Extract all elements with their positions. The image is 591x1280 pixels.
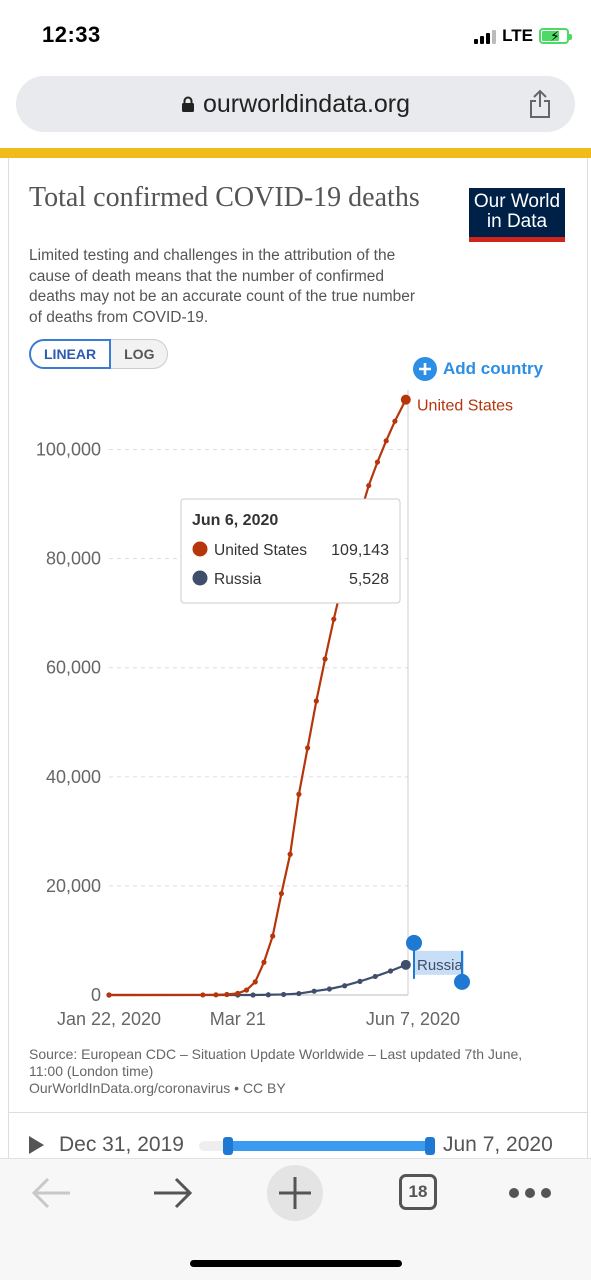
tooltip-us-name: United States <box>214 542 307 559</box>
chart-source: Source: European CDC – Situation Update … <box>29 1046 549 1097</box>
data-point <box>250 992 256 998</box>
russia-label-selection <box>414 950 464 975</box>
data-point <box>372 973 378 980</box>
data-point <box>357 978 363 984</box>
back-icon[interactable] <box>30 1175 74 1211</box>
data-point <box>252 979 258 985</box>
timeline-slider[interactable] <box>199 1137 435 1155</box>
more-icon[interactable] <box>508 1187 552 1199</box>
data-point <box>200 992 206 998</box>
line-chart[interactable]: 0 20,000 40,000 60,000 80,000 100,000 Jan 22, … <box>9 158 589 1158</box>
selection-start-handle[interactable] <box>406 934 422 951</box>
timeline-start-handle[interactable] <box>223 1137 233 1155</box>
play-icon[interactable] <box>27 1135 45 1155</box>
share-icon[interactable] <box>527 89 553 119</box>
plus-circle-icon <box>413 357 437 381</box>
scale-toggle: LINEAR LOG <box>29 339 169 369</box>
tooltip-date: Jun 6, 2020 <box>192 512 278 529</box>
y-tick-label: 20,000 <box>46 876 101 896</box>
data-point <box>366 482 372 489</box>
tooltip-russia-swatch <box>192 570 208 586</box>
status-bar: 12:33 LTE ⚡ <box>0 0 591 68</box>
timeline: Dec 31, 2019 Jun 7, 2020 <box>8 1112 588 1158</box>
add-country-button[interactable]: Add country <box>413 357 543 381</box>
data-point <box>265 992 271 998</box>
data-point <box>387 968 394 974</box>
data-point <box>374 459 381 465</box>
url-text[interactable]: ourworldindata.org <box>202 89 411 118</box>
tooltip-us-value: 109,143 <box>331 542 389 559</box>
chart-tooltip: Jun 6, 2020 United States 109,143 Russia… <box>180 498 401 604</box>
y-tick-label: 40,000 <box>46 767 101 787</box>
add-country-label: Add country <box>443 359 544 378</box>
data-point <box>311 988 317 994</box>
new-tab-icon[interactable] <box>266 1164 324 1222</box>
data-point <box>296 791 302 797</box>
data-point <box>224 991 230 998</box>
owid-logo[interactable]: Our World in Data <box>469 188 565 242</box>
y-tick-label: 60,000 <box>46 658 101 678</box>
timeline-end-handle[interactable] <box>425 1137 435 1155</box>
data-point <box>326 986 333 992</box>
source-link[interactable]: OurWorldInData.org/coronavirus • CC BY <box>29 1080 286 1096</box>
us-series-label: United States <box>417 398 513 415</box>
timeline-selection <box>226 1141 431 1151</box>
series-end-marker <box>400 394 411 405</box>
battery-level <box>542 31 559 41</box>
data-point <box>383 438 389 444</box>
tabs-button[interactable]: 18 <box>399 1174 437 1210</box>
logo-line-2: in Data <box>486 211 548 232</box>
data-point <box>261 959 267 965</box>
tooltip-russia-value: 5,528 <box>349 571 389 588</box>
forward-icon[interactable] <box>150 1175 194 1211</box>
x-tick-label: Jun 7, 2020 <box>366 1009 460 1029</box>
data-point <box>278 890 285 897</box>
y-tick-label: 0 <box>91 985 101 1005</box>
data-point <box>342 983 348 989</box>
series-line <box>108 399 407 997</box>
data-point <box>270 933 276 939</box>
y-tick-label: 80,000 <box>46 549 101 569</box>
data-point <box>331 616 337 622</box>
timeline-end-date: Jun 7, 2020 <box>443 1133 553 1156</box>
data-point <box>243 987 250 993</box>
chart-subtitle: Limited testing and challenges in the at… <box>29 247 416 326</box>
source-text: Source: European CDC – Situation Update … <box>29 1046 523 1079</box>
signal-icon <box>474 28 497 44</box>
timeline-start-date: Dec 31, 2019 <box>59 1133 184 1156</box>
status-time: 12:33 <box>42 22 101 47</box>
data-point <box>280 991 287 998</box>
y-tick-label: 100,000 <box>36 440 101 460</box>
logo-line-1: Our World <box>473 191 561 212</box>
data-point <box>322 656 328 662</box>
data-point <box>392 418 398 424</box>
data-point <box>287 851 293 857</box>
battery-icon: ⚡ <box>539 28 572 44</box>
log-scale-button[interactable]: LOG <box>111 339 169 369</box>
page-top-strip <box>0 148 591 158</box>
network-type: LTE <box>502 26 533 45</box>
data-point <box>235 990 241 996</box>
home-indicator <box>190 1260 402 1267</box>
chart-card: Total confirmed COVID-19 deaths Our Worl… <box>8 158 588 1158</box>
russia-series-label[interactable]: Russia <box>417 957 464 974</box>
data-point <box>313 698 319 704</box>
browser-toolbar: 18 <box>0 1158 591 1280</box>
address-bar[interactable]: ourworldindata.org <box>16 76 575 132</box>
chart-title: Total confirmed COVID-19 deaths <box>29 182 420 213</box>
x-tick-label: Jan 22, 2020 <box>57 1009 161 1029</box>
tooltip-russia-name: Russia <box>214 571 262 588</box>
linear-scale-button[interactable]: LINEAR <box>29 339 112 369</box>
data-point <box>106 992 112 998</box>
status-indicators: LTE ⚡ <box>474 24 572 48</box>
lock-icon <box>181 96 194 112</box>
series-end-marker <box>400 959 411 970</box>
data-point <box>213 992 219 998</box>
tooltip-us-swatch <box>192 541 208 557</box>
data-point <box>305 745 311 751</box>
x-tick-label: Mar 21 <box>210 1009 266 1029</box>
data-point <box>296 990 302 997</box>
selection-end-handle[interactable] <box>454 973 470 990</box>
